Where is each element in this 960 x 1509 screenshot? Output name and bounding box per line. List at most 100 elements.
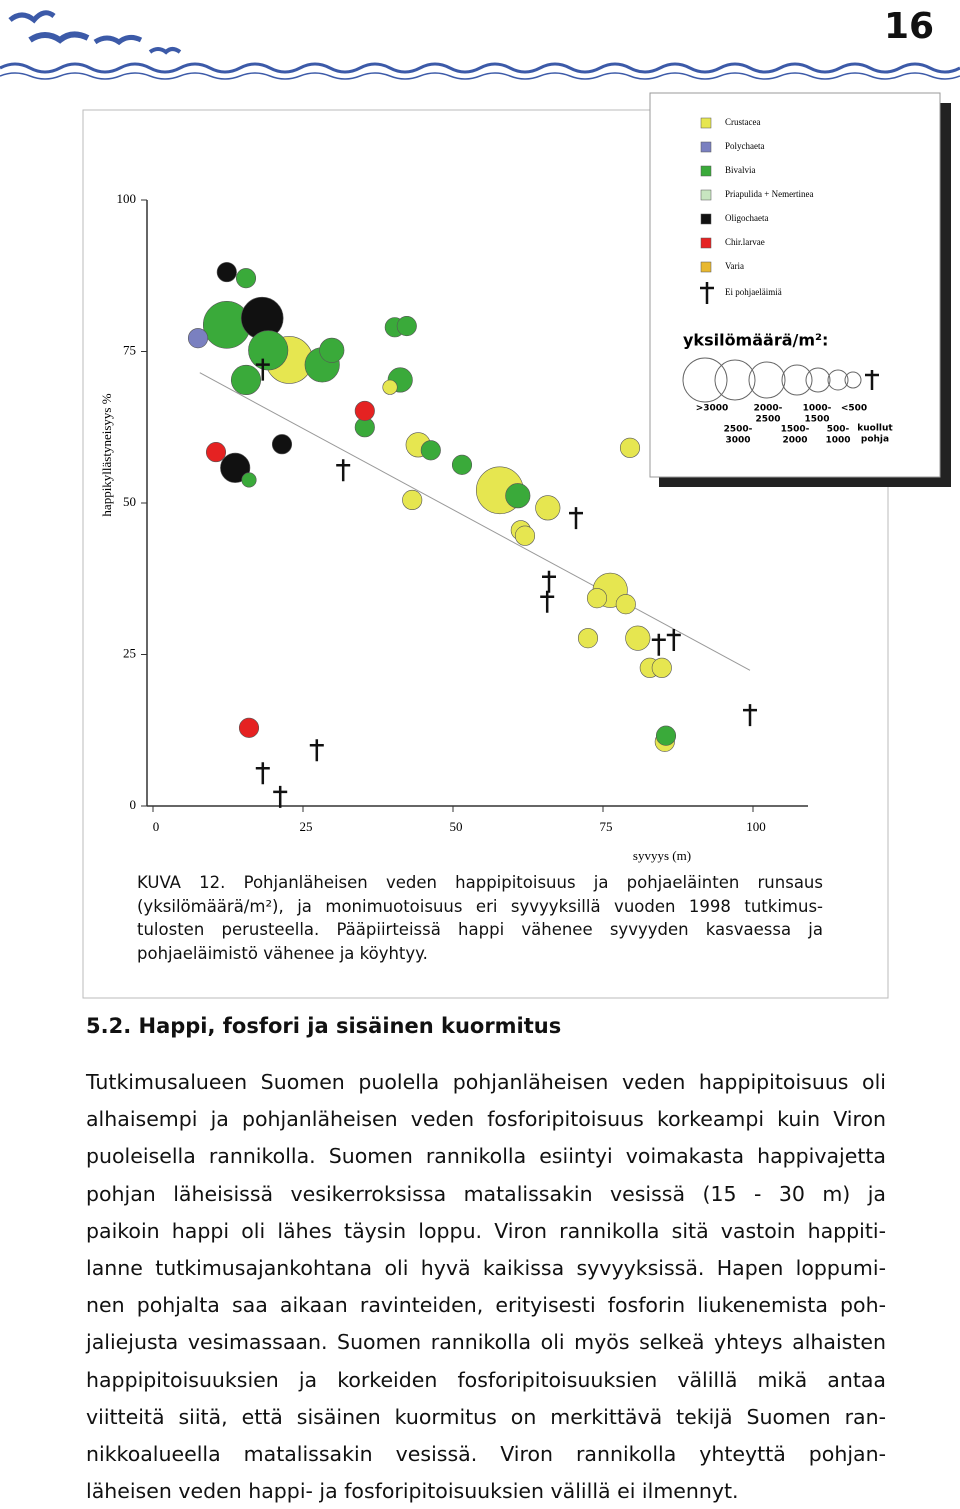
legend-swatch	[700, 165, 712, 177]
point	[220, 452, 251, 483]
cap: pohjaeläimistö vähenee ja köyhtyy.	[137, 944, 428, 964]
cross-marker	[255, 762, 270, 785]
body-line: lanne tutkimusajankohtana oli hyvä kaiki…	[86, 1256, 886, 1280]
size-legend-label: 2500-	[724, 425, 753, 435]
point	[354, 400, 375, 421]
y-axis-label: happikyllästyneisyys %	[99, 393, 114, 516]
section-heading: 5.2. Happi, fosfori ja sisäinen kuormitu…	[86, 1014, 562, 1038]
size-legend-title: yksilömäärä/m²:	[683, 331, 828, 350]
figure: yksilömäärä/m²: syvyys (m) happikyllästy…	[0, 10, 960, 999]
body-line: viitteitä siitä, että sisäinen kuormitus…	[86, 1404, 886, 1429]
size-legend-label: 1500-	[781, 425, 810, 435]
legend-label: Crustacea	[725, 117, 760, 127]
body-line: paikoin happi oli lähes täysin loppu. Vi…	[86, 1218, 886, 1243]
cross-stroke	[255, 358, 270, 381]
size-legend-label: 1000	[825, 436, 850, 446]
point	[205, 442, 227, 463]
point	[216, 262, 237, 283]
x-tick-label: 100	[746, 819, 766, 834]
legend-swatch	[700, 189, 712, 201]
size-legend-label: pohja	[861, 435, 889, 445]
cross-marker	[309, 739, 324, 762]
cross-stroke	[569, 507, 583, 530]
y-tick-label: 100	[117, 191, 137, 206]
legend-box	[649, 92, 941, 478]
page-number: 16	[884, 6, 935, 47]
cross-stroke	[336, 459, 351, 482]
header-decoration	[0, 10, 960, 80]
point	[248, 330, 289, 371]
cross-marker	[255, 358, 270, 381]
cross-marker	[336, 459, 351, 482]
point	[187, 328, 209, 349]
legend-label: Chir.larvae	[725, 237, 765, 247]
legend-swatch	[700, 261, 712, 273]
x-tick-label: 75	[600, 819, 613, 834]
point	[235, 268, 257, 289]
legend-label: Varia	[725, 261, 744, 271]
cross-stroke	[273, 785, 288, 808]
cap: (yksilömäärä/m²), ja monimuotoisuus eri …	[137, 896, 823, 916]
body-line: läheisen veden happi- ja fosforipitoisuu…	[86, 1479, 739, 1504]
x-tick-label: 0	[153, 819, 160, 834]
legend-label: Priapulida + Nemertinea	[725, 189, 814, 199]
cross-marker	[569, 507, 583, 530]
trend-line	[199, 372, 751, 671]
point	[505, 483, 531, 509]
point	[577, 628, 599, 649]
cross-marker	[273, 785, 288, 808]
cross-stroke	[255, 762, 270, 785]
cross-marker	[651, 633, 666, 656]
y-tick-label: 0	[130, 797, 137, 812]
point	[535, 495, 561, 521]
cross-marker	[700, 282, 714, 304]
body-line: Tutkimusalueen Suomen puolella pohjanläh…	[86, 1070, 886, 1094]
body-line: pohjan läheisissä vesikerroksissa matali…	[86, 1181, 886, 1206]
legend-swatch	[700, 141, 712, 153]
legend-swatch	[700, 117, 712, 129]
point	[382, 379, 398, 395]
body-line: nikkoalueella matalissakin vesissä. Viro…	[86, 1442, 886, 1466]
body-line: alhaisempi ja pohjanläheisen veden fosfo…	[86, 1107, 886, 1132]
legend-swatch	[700, 237, 712, 249]
point	[420, 440, 441, 461]
size-legend-circles	[682, 357, 879, 403]
cross-marker	[542, 570, 556, 593]
body-line: nen pohjalta saa aikaan ravinteiden, eri…	[86, 1293, 886, 1318]
legend-label: Bivalvia	[725, 165, 756, 175]
point	[230, 364, 262, 396]
cross-stroke	[309, 739, 324, 762]
size-legend-label: 1500	[804, 415, 829, 425]
size-legend-label: >3000	[696, 404, 729, 414]
body-line: puoleisella rannikolla. Suomen rannikoll…	[86, 1144, 886, 1169]
size-legend-label: 2000-	[754, 404, 783, 414]
size-legend-label: 2500	[755, 415, 780, 425]
cross-stroke	[700, 282, 714, 304]
point	[402, 489, 423, 511]
point	[514, 525, 536, 546]
y-tick-label: 25	[123, 645, 136, 660]
cross-stroke	[743, 704, 757, 727]
legend-label: Polychaeta	[725, 141, 765, 151]
legend-label: Ei pohjaeläimiä	[725, 287, 782, 297]
point	[655, 725, 677, 746]
cross-marker	[743, 704, 757, 727]
cross-marker	[666, 628, 681, 651]
size-legend-label: <500	[841, 404, 867, 414]
legend-label: Oligochaeta	[725, 213, 768, 223]
point	[615, 594, 636, 615]
point	[451, 454, 473, 475]
legend-swatch	[700, 213, 712, 225]
cross-stroke	[540, 590, 555, 613]
point	[625, 625, 651, 651]
point	[619, 437, 641, 458]
cross-stroke	[542, 570, 556, 593]
size-legend-label: kuollut	[857, 424, 893, 434]
point	[241, 472, 257, 488]
point	[271, 434, 293, 455]
x-tick-label: 25	[300, 819, 313, 834]
cap: KUVA 12. Pohjanläheisen veden happipitoi…	[137, 873, 823, 892]
cross-marker	[540, 590, 555, 613]
point	[319, 337, 345, 363]
